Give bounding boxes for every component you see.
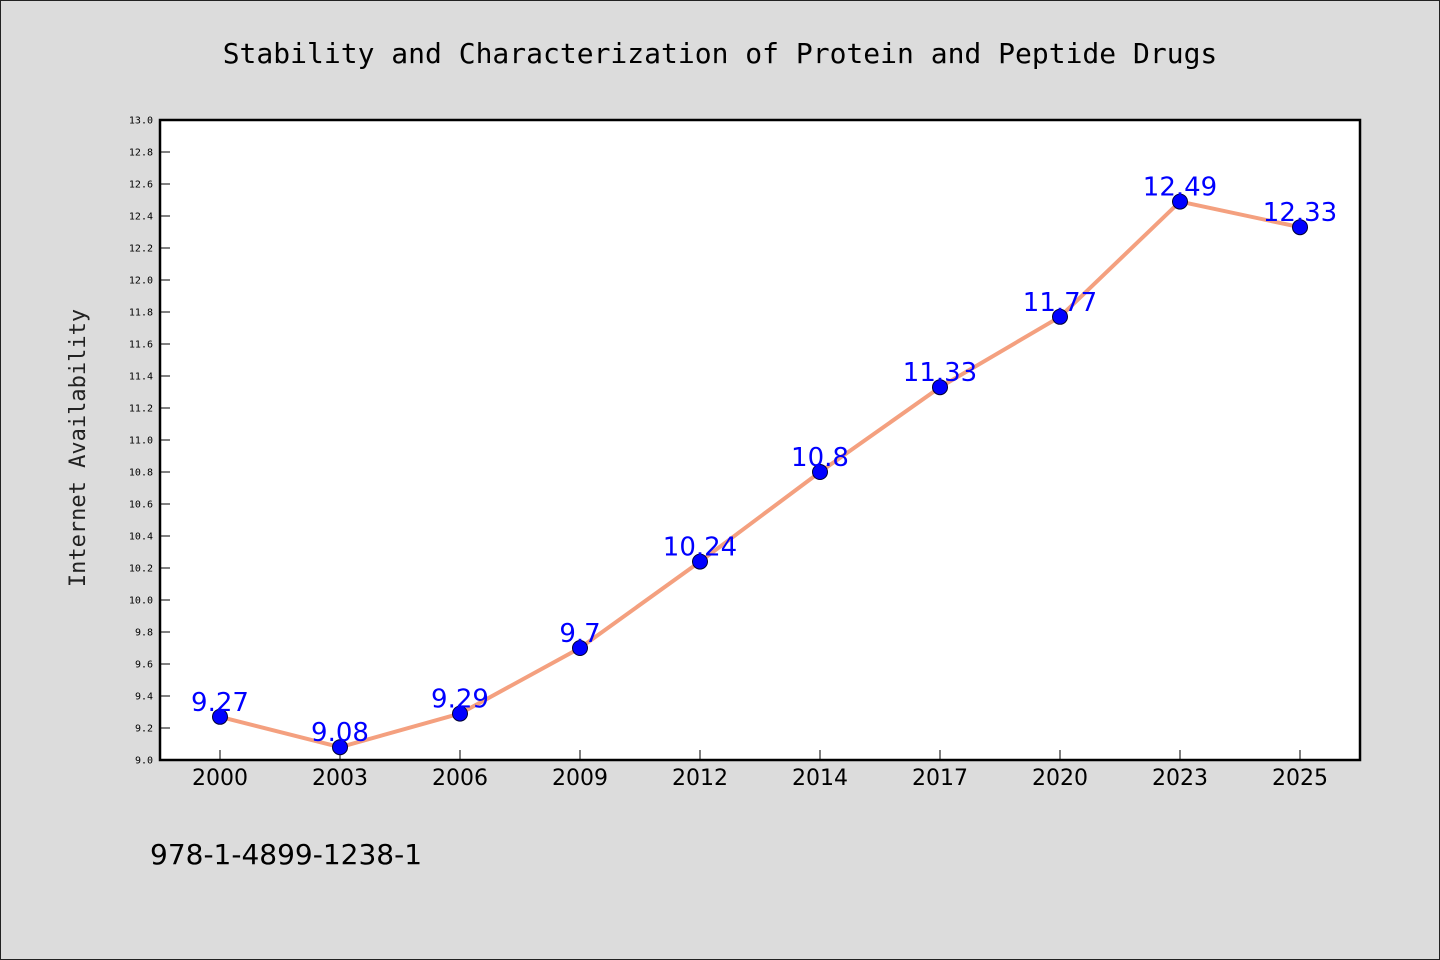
- y-tick-label: 11.8: [129, 308, 153, 319]
- y-tick-label: 13.0: [129, 116, 153, 127]
- x-axis: 2000 2003 2006 2009 2012 2014 2017 2020 2023 2025: [192, 750, 1328, 791]
- x-tick-label: 2014: [792, 766, 848, 791]
- x-tick-label: 2017: [912, 766, 968, 791]
- x-tick-label: 2023: [1152, 766, 1208, 791]
- plot-border: [158, 118, 1362, 762]
- data-point: [1172, 193, 1188, 210]
- y-tick-label: 10.6: [129, 500, 153, 511]
- data-point: [332, 739, 348, 756]
- data-point: [1052, 308, 1068, 325]
- x-tick-label: 2009: [552, 766, 608, 791]
- data-label: 12.49: [1143, 173, 1217, 203]
- x-tick-label: 2025: [1272, 766, 1328, 791]
- y-tick-label: 10.0: [129, 596, 153, 607]
- y-tick-label: 12.0: [129, 276, 153, 287]
- data-point: [212, 708, 228, 725]
- data-label: 11.77: [1023, 288, 1097, 318]
- x-tick-label: 2000: [192, 766, 248, 791]
- y-tick-label: 9.8: [135, 628, 153, 639]
- data-label: 10.8: [791, 443, 849, 473]
- y-tick-label: 12.4: [129, 212, 153, 223]
- y-tick-label: 10.8: [129, 468, 153, 479]
- data-points: [212, 193, 1308, 756]
- data-label: 12.33: [1263, 198, 1337, 228]
- data-label: 9.08: [311, 718, 369, 748]
- y-tick-label: 9.2: [135, 724, 153, 735]
- y-tick-label: 12.8: [129, 148, 153, 159]
- y-tick-label: 9.0: [135, 756, 153, 767]
- data-label: 9.27: [191, 688, 249, 718]
- y-tick-label: 9.6: [135, 660, 153, 671]
- y-tick-label: 9.4: [135, 692, 153, 703]
- data-label: 10.24: [663, 533, 737, 563]
- y-tick-label: 11.6: [129, 340, 153, 351]
- data-point: [932, 379, 948, 396]
- data-labels: 9.27 9.08 9.29 9.7 10.24 10.8 11.33 11.77 12.49 1…: [191, 173, 1337, 749]
- y-tick-label: 12.6: [129, 180, 153, 191]
- y-axis: 9.0 9.2 9.4 9.6 9.8 10.0 10.2 10.4 10.6 10.8 11.0 1…: [129, 116, 170, 767]
- data-point: [452, 705, 468, 722]
- data-label: 9.7: [559, 619, 600, 649]
- chart-title: Stability and Characterization of Protei…: [223, 37, 1218, 70]
- y-tick-label: 10.2: [129, 564, 153, 575]
- series-line: [219, 199, 1301, 750]
- isbn-text: 978-1-4899-1238-1: [150, 838, 422, 871]
- data-label: 11.33: [903, 358, 977, 388]
- plot-area: [160, 120, 1360, 760]
- x-tick-label: 2003: [312, 766, 368, 791]
- y-tick-label: 10.4: [129, 532, 153, 543]
- y-tick-label: 11.0: [129, 436, 153, 447]
- y-tick-label: 11.2: [129, 404, 153, 415]
- y-tick-label: 12.2: [129, 244, 153, 255]
- data-label: 9.29: [431, 685, 489, 715]
- y-axis-label: Internet Availability: [66, 309, 91, 587]
- x-tick-label: 2006: [432, 766, 488, 791]
- data-point: [692, 553, 708, 570]
- x-tick-label: 2020: [1032, 766, 1088, 791]
- data-point: [812, 464, 828, 480]
- data-point: [1292, 219, 1308, 236]
- y-tick-label: 11.4: [129, 372, 153, 383]
- x-tick-label: 2012: [672, 766, 728, 791]
- data-point: [572, 640, 588, 656]
